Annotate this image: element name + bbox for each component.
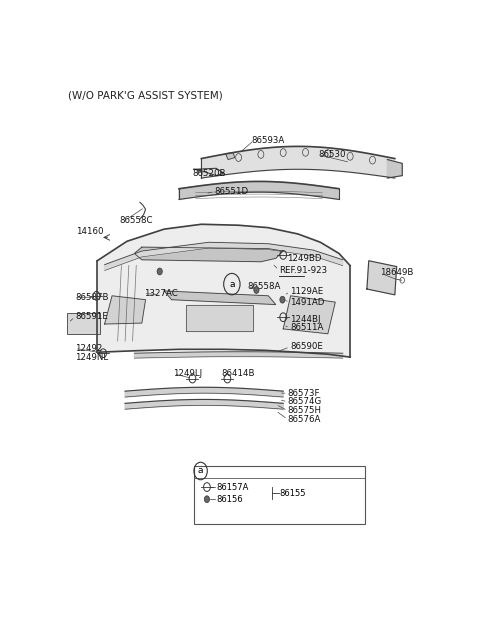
Circle shape	[157, 268, 162, 275]
Text: 86558A: 86558A	[248, 282, 281, 291]
Text: 86520B: 86520B	[192, 169, 226, 178]
Text: a: a	[198, 466, 204, 475]
Polygon shape	[105, 242, 343, 270]
Text: 86591E: 86591E	[75, 312, 108, 321]
Circle shape	[254, 286, 259, 293]
Polygon shape	[164, 291, 276, 305]
Text: 86157A: 86157A	[216, 483, 249, 492]
Polygon shape	[125, 399, 283, 409]
Text: 14160: 14160	[76, 227, 103, 236]
Text: 86573F: 86573F	[288, 389, 320, 398]
Polygon shape	[97, 224, 350, 357]
Bar	[67, 313, 100, 334]
Text: 1249NL: 1249NL	[75, 353, 108, 362]
Bar	[371, 265, 393, 287]
Polygon shape	[226, 153, 235, 159]
Text: 86511A: 86511A	[290, 324, 323, 332]
Text: 86590E: 86590E	[290, 343, 323, 351]
Text: 86414B: 86414B	[222, 369, 255, 378]
Text: REF.91-923: REF.91-923	[279, 265, 327, 274]
Polygon shape	[179, 181, 339, 200]
Polygon shape	[125, 387, 283, 397]
Text: (W/O PARK'G ASSIST SYSTEM): (W/O PARK'G ASSIST SYSTEM)	[68, 90, 223, 100]
Text: 86576A: 86576A	[288, 415, 321, 424]
Text: 86155: 86155	[279, 489, 306, 497]
Text: 18649B: 18649B	[380, 269, 413, 277]
Text: 86530: 86530	[319, 150, 346, 159]
Polygon shape	[202, 147, 395, 178]
Polygon shape	[387, 159, 402, 178]
Text: 86587B: 86587B	[75, 293, 108, 301]
Text: a: a	[229, 279, 235, 289]
Polygon shape	[283, 296, 335, 334]
Polygon shape	[105, 296, 145, 324]
Polygon shape	[367, 261, 396, 295]
Text: 1249BD: 1249BD	[287, 254, 322, 263]
Text: 86558C: 86558C	[120, 216, 153, 225]
Text: 1249LJ: 1249LJ	[173, 369, 203, 378]
Text: 1491AD: 1491AD	[290, 298, 324, 307]
Text: 1129AE: 1129AE	[290, 287, 323, 296]
Text: 86551D: 86551D	[215, 187, 249, 196]
Text: 86574G: 86574G	[288, 398, 322, 406]
Polygon shape	[186, 305, 253, 331]
Text: 86593A: 86593A	[252, 136, 285, 145]
Text: 1244BJ: 1244BJ	[290, 315, 320, 324]
Text: 12492: 12492	[75, 344, 102, 353]
Text: 1327AC: 1327AC	[144, 289, 178, 298]
Circle shape	[280, 296, 285, 303]
Text: 86575H: 86575H	[288, 406, 322, 415]
Circle shape	[204, 496, 210, 502]
Polygon shape	[134, 247, 283, 262]
Text: 86156: 86156	[216, 495, 243, 504]
Polygon shape	[134, 352, 343, 358]
